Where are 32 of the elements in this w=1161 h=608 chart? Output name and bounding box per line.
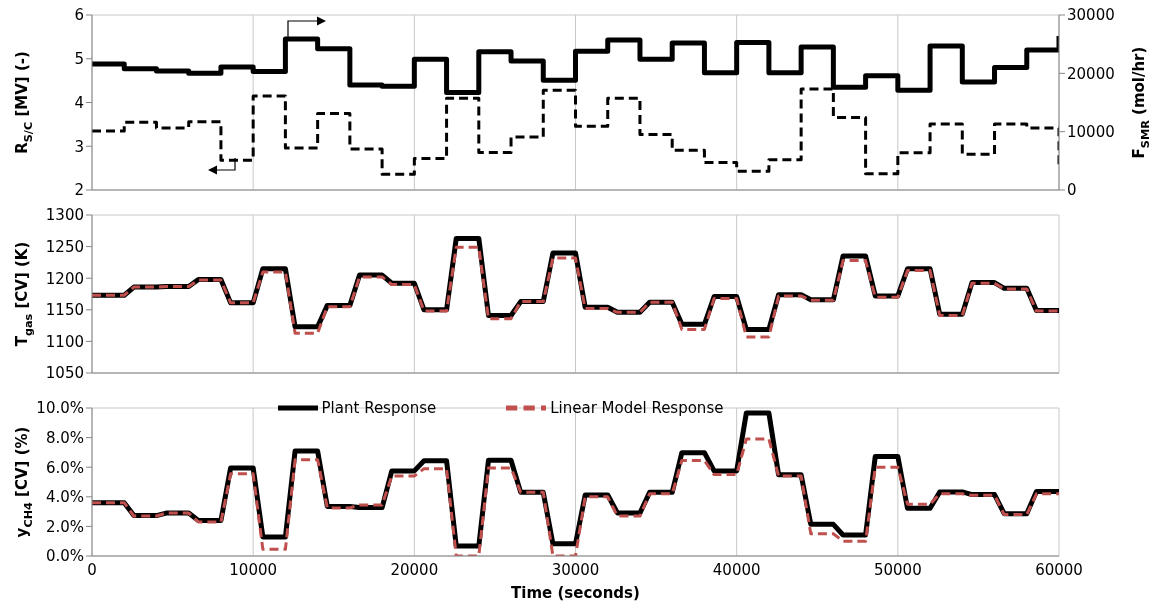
x-axis-title: Time (seconds)	[511, 584, 640, 602]
legend-label: Linear Model Response	[550, 398, 724, 417]
x-tick-label: 30000	[551, 560, 600, 579]
x-tick-label: 40000	[712, 560, 761, 579]
y-tick-label: 4.0%	[45, 488, 84, 507]
y-tick-label: 10.0%	[36, 399, 84, 418]
y-tick-label: 3	[74, 137, 84, 156]
y-tick-label: 1150	[45, 301, 84, 320]
x-tick-label: 50000	[873, 560, 922, 579]
y-tick-label: 0.0%	[45, 547, 84, 566]
x-tick-label: 20000	[390, 560, 439, 579]
y-tick-label: 1200	[45, 269, 84, 288]
legend-label: Plant Response	[321, 398, 437, 417]
x-tick-label: 60000	[1035, 560, 1083, 579]
y2-tick-label: 30000	[1067, 6, 1115, 25]
x-tick-label: 10000	[229, 560, 278, 579]
y-tick-label: 5	[74, 50, 84, 69]
y-tick-label: 1100	[45, 332, 84, 351]
y-tick-label: 6	[74, 6, 84, 25]
y-tick-label: 1050	[45, 364, 84, 383]
y2-tick-label: 0	[1067, 181, 1077, 200]
y-tick-label: 1300	[45, 206, 84, 225]
y-tick-label: 6.0%	[45, 458, 84, 477]
x-tick-label: 0	[87, 560, 97, 579]
line-series	[92, 245, 1059, 339]
y2-tick-label: 10000	[1067, 122, 1115, 141]
y-tick-label: 2.0%	[45, 517, 84, 536]
y-tick-label: 8.0%	[45, 428, 84, 447]
y-tick-label: 4	[74, 93, 84, 112]
y2-tick-label: 20000	[1067, 64, 1115, 83]
y-tick-label: 2	[74, 181, 84, 200]
y-tick-label: 1250	[45, 237, 84, 256]
